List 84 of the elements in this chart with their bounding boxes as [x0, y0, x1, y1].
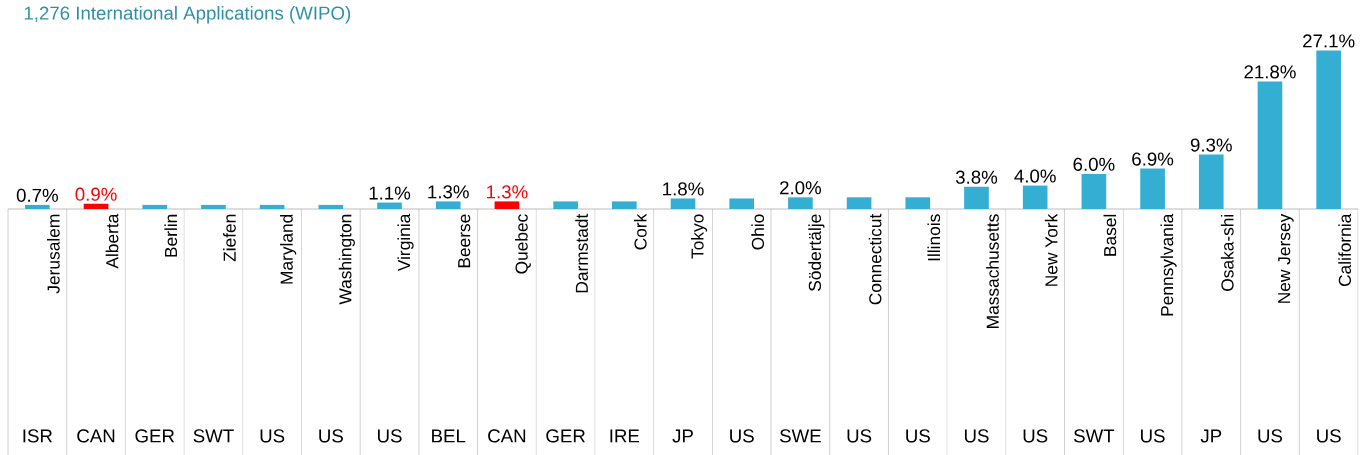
data-label: 1.3% — [428, 185, 469, 199]
x-tick-label: Quebec — [514, 214, 531, 274]
bar — [377, 202, 402, 209]
bar — [494, 201, 520, 209]
bar — [318, 204, 344, 209]
x-tick-label: Alberta — [105, 213, 119, 269]
chart-title: 1,276 International Applications (WIPO) — [24, 6, 351, 24]
data-label: 1.1% — [369, 186, 411, 200]
text: US — [1317, 429, 1341, 443]
bar — [1022, 185, 1048, 209]
text: SWT — [193, 429, 234, 443]
bar — [788, 197, 813, 209]
bar — [553, 201, 578, 209]
data-label: 9.3% — [1190, 138, 1232, 152]
bar — [83, 203, 109, 209]
data-label: 4.0% — [1014, 169, 1056, 183]
text: US — [260, 429, 285, 443]
data-label: 2.0% — [780, 181, 821, 195]
bar — [259, 204, 285, 209]
bar — [729, 198, 755, 209]
x-tick-label: Pennsylvania — [1160, 213, 1177, 316]
text: ISR — [23, 429, 53, 443]
x-tick-label: California — [1338, 213, 1352, 287]
data-label: 6.0% — [1073, 157, 1115, 171]
text: SWE — [779, 429, 821, 443]
x-tick-label: Tokyo — [690, 214, 708, 259]
x-tick-label: Ohio — [751, 214, 765, 250]
x-tick-label: New Jersey — [1278, 213, 1294, 303]
text: IRE — [610, 429, 640, 443]
bar — [142, 204, 168, 209]
bar — [1198, 154, 1224, 209]
x-tick-label: Darmstadt — [575, 213, 588, 293]
bar — [846, 197, 872, 209]
x-tick-label: Virginia — [397, 213, 414, 272]
x-tick-label: Connecticut — [868, 213, 882, 305]
data-label: 21.8% — [1244, 65, 1296, 79]
bar — [1081, 173, 1107, 209]
bar — [905, 197, 931, 209]
x-tick-label: Washington — [338, 214, 355, 305]
data-label: 27.1% — [1303, 34, 1355, 48]
text: US — [1141, 429, 1165, 443]
data-label: 3.8% — [955, 170, 998, 184]
text: JP — [1200, 429, 1222, 443]
bar — [435, 201, 461, 209]
text: US — [1023, 429, 1048, 443]
text: CAN — [77, 429, 115, 443]
x-tick-label: Cork — [633, 213, 647, 250]
x-tick-label: Basel — [1103, 214, 1117, 256]
data-label: 0.9% — [75, 187, 117, 201]
bar — [964, 186, 989, 209]
text: CAN — [488, 429, 526, 443]
text: US — [378, 429, 402, 443]
x-tick-label: New York — [1044, 213, 1058, 286]
bar — [611, 201, 637, 209]
bar — [1140, 168, 1165, 209]
bar — [1316, 50, 1341, 209]
text: BEL — [432, 429, 466, 443]
data-label: 0.7% — [16, 188, 58, 202]
bar — [25, 204, 50, 209]
x-tick-label: Maryland — [280, 214, 297, 284]
data-label: 1.3% — [487, 185, 528, 199]
text: US — [847, 429, 872, 443]
text: JP — [672, 429, 693, 443]
x-tick-label: Osaka-shi — [1220, 214, 1234, 291]
text: US — [1258, 429, 1283, 443]
x-tick-label: Södertälje — [808, 214, 825, 291]
text: US — [730, 429, 754, 443]
text: US — [906, 429, 930, 443]
text: GER — [135, 429, 175, 443]
x-tick-label: Illinois — [927, 214, 941, 261]
x-tick-label: Massachusetts — [986, 214, 999, 328]
x-tick-label: Beerse — [458, 214, 471, 268]
text: GER — [546, 429, 585, 443]
bar — [201, 204, 226, 209]
x-tick-label: Berlin — [164, 214, 178, 257]
text: US — [964, 429, 989, 443]
bar — [1257, 81, 1283, 209]
bar — [670, 198, 696, 209]
data-label: 6.9% — [1132, 152, 1174, 166]
text: US — [319, 429, 343, 443]
x-tick-label: Jerusalem — [46, 214, 60, 294]
text: SWT — [1074, 429, 1115, 443]
x-tick-label: Ziefen — [223, 214, 236, 262]
data-label: 1.8% — [663, 182, 704, 196]
